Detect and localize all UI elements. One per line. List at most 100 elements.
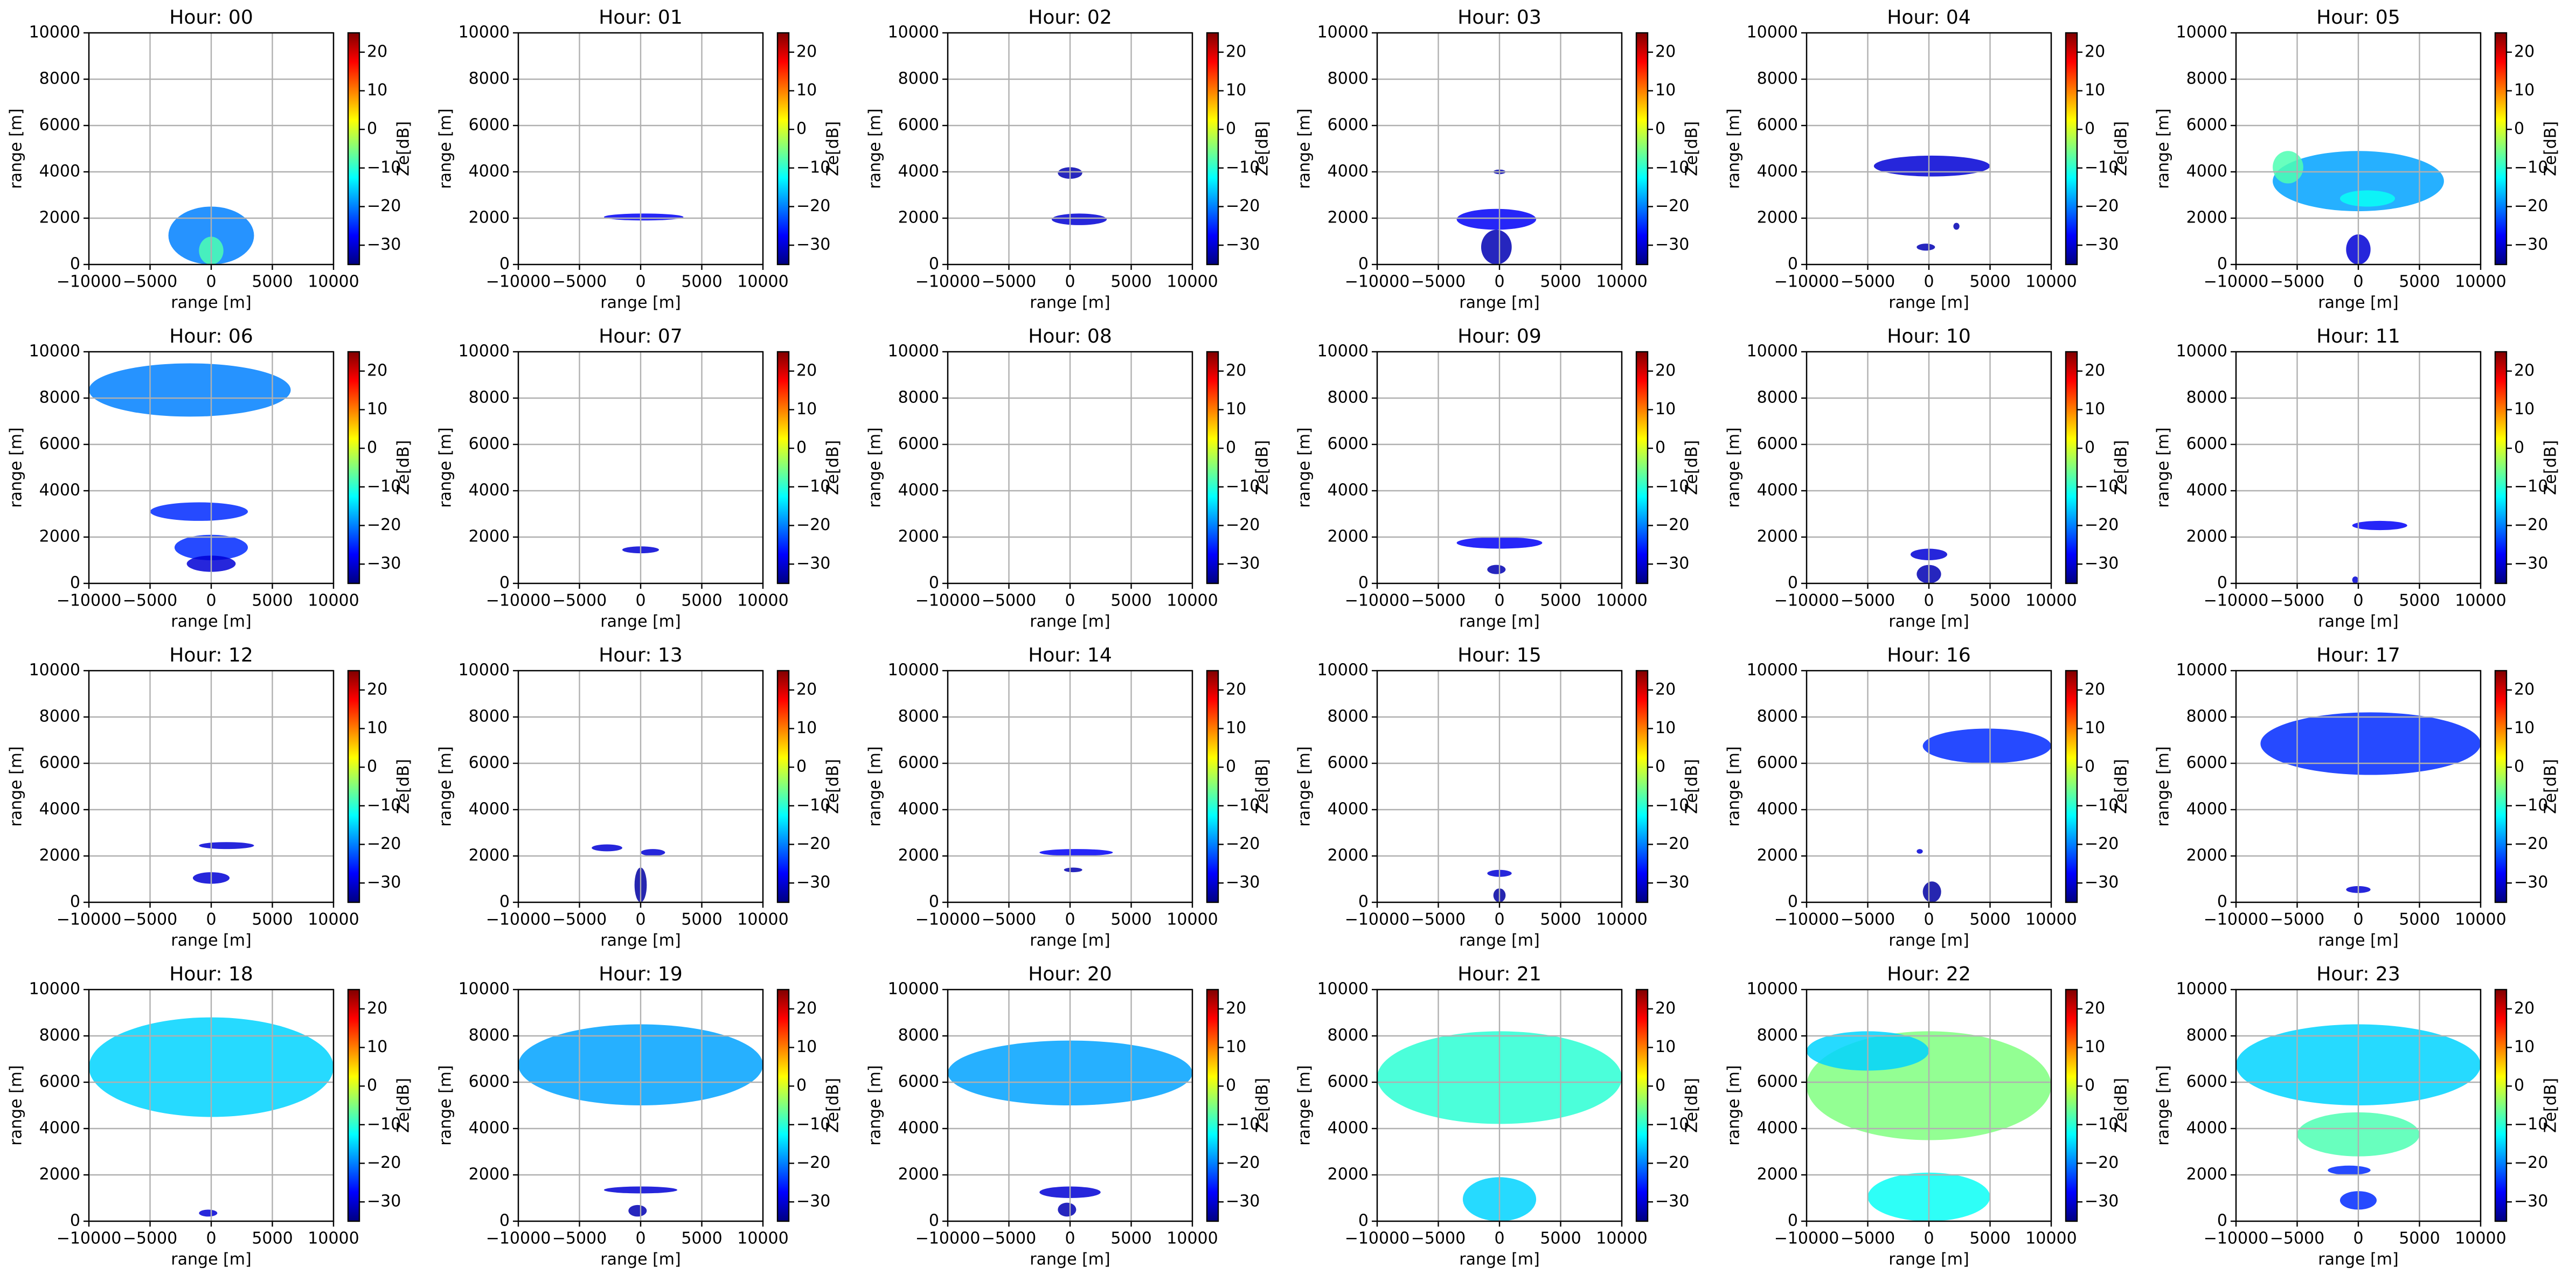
y-tick-label: 6000 bbox=[2186, 1073, 2227, 1091]
echo bbox=[2328, 1165, 2371, 1175]
echo bbox=[641, 849, 665, 857]
colorbar bbox=[2065, 988, 2078, 1222]
x-tick-label: −5000 bbox=[982, 591, 1036, 610]
y-tick-label: 10000 bbox=[459, 661, 510, 680]
y-tick-label: 2000 bbox=[2186, 846, 2227, 865]
colorbar-tick-label: 20 bbox=[367, 999, 387, 1018]
axes-frame bbox=[2235, 32, 2482, 266]
y-tick-label: 2000 bbox=[2186, 1165, 2227, 1184]
y-tick-label: 0 bbox=[929, 255, 939, 274]
colorbar-label: Ze[dB] bbox=[1253, 121, 1272, 176]
subplot-title: Hour: 12 bbox=[169, 644, 253, 666]
x-tick-label: −10000 bbox=[1345, 1229, 1410, 1248]
y-tick-label: 6000 bbox=[1328, 1073, 1369, 1091]
x-tick-label: −10000 bbox=[915, 591, 981, 610]
x-axis-label: range [m] bbox=[2318, 1250, 2398, 1269]
colorbar bbox=[2494, 988, 2508, 1222]
subplot-title: Hour: 05 bbox=[2316, 6, 2400, 29]
axes-frame bbox=[947, 32, 1193, 266]
x-tick-label: −5000 bbox=[123, 1229, 177, 1248]
x-tick-label: −5000 bbox=[552, 910, 607, 929]
y-axis-label: range [m] bbox=[7, 108, 26, 189]
y-tick-label: 4000 bbox=[1757, 162, 1798, 181]
y-tick-label: 10000 bbox=[1747, 23, 1798, 42]
y-tick-label: 8000 bbox=[2186, 1026, 2227, 1045]
colorbar-tick-label: −10 bbox=[2514, 477, 2548, 496]
x-tick-label: 0 bbox=[2353, 273, 2363, 291]
y-tick-label: 8000 bbox=[898, 388, 939, 407]
x-tick-label: −5000 bbox=[123, 910, 177, 929]
x-tick-label: −10000 bbox=[1774, 910, 1839, 929]
y-tick-label: 6000 bbox=[1328, 754, 1369, 772]
colorbar-tick-label: −10 bbox=[796, 477, 830, 496]
subplot: −10000 −5000 0 5000 10000 0 2000 4000 6000 8000 10… bbox=[1295, 325, 1702, 631]
y-tick-label: 10000 bbox=[29, 980, 80, 999]
y-tick-label: 10000 bbox=[29, 342, 80, 361]
colorbar-tick-label: −10 bbox=[2085, 158, 2119, 177]
subplot: −10000 −5000 0 5000 10000 0 2000 4000 6000 8000 10… bbox=[866, 6, 1272, 312]
x-tick-label: −5000 bbox=[982, 910, 1036, 929]
x-tick-label: −10000 bbox=[915, 273, 981, 291]
colorbar-tick-label: 0 bbox=[2514, 120, 2524, 138]
y-tick-label: 0 bbox=[499, 1212, 510, 1230]
subplot-title: Hour: 02 bbox=[1028, 6, 1112, 29]
colorbar-tick-label: 10 bbox=[1226, 1038, 1246, 1056]
x-axis-label: range [m] bbox=[1030, 1250, 1110, 1269]
y-tick-label: 10000 bbox=[459, 23, 510, 42]
y-tick-label: 6000 bbox=[898, 754, 939, 772]
colorbar-tick-label: −10 bbox=[2514, 158, 2548, 177]
y-tick-label: 4000 bbox=[898, 1119, 939, 1138]
colorbar-label: Ze[dB] bbox=[2542, 440, 2560, 495]
y-tick-label: 2000 bbox=[469, 208, 510, 227]
colorbar-tick-label: 10 bbox=[796, 81, 817, 100]
colorbar-tick-label: −20 bbox=[796, 197, 830, 215]
y-tick-label: 10000 bbox=[1747, 342, 1798, 361]
x-tick-label: −10000 bbox=[486, 910, 551, 929]
subplot: −10000 −5000 0 5000 10000 0 2000 4000 6000 8000 10… bbox=[1295, 963, 1702, 1269]
subplot-title: Hour: 01 bbox=[599, 6, 682, 29]
colorbar-tick-label: −30 bbox=[1655, 554, 1689, 573]
colorbar-tick-label: −10 bbox=[367, 158, 401, 177]
y-axis-label: range [m] bbox=[436, 427, 455, 507]
x-tick-label: −5000 bbox=[1841, 591, 1895, 610]
y-tick-label: 10000 bbox=[29, 23, 80, 42]
colorbar bbox=[1206, 32, 1219, 266]
x-tick-label: 0 bbox=[635, 591, 645, 610]
subplot-title: Hour: 06 bbox=[169, 325, 253, 347]
axes-frame bbox=[1376, 670, 1623, 903]
y-tick-label: 0 bbox=[70, 1212, 80, 1230]
colorbar-tick-label: −30 bbox=[2085, 235, 2119, 254]
x-tick-label: 0 bbox=[1065, 591, 1075, 610]
x-axis-label: range [m] bbox=[1888, 931, 1969, 950]
x-tick-label: 10000 bbox=[1167, 591, 1218, 610]
subplot: −10000 −5000 0 5000 10000 0 2000 4000 6000 8000 10… bbox=[7, 963, 413, 1269]
axes-frame bbox=[947, 670, 1193, 903]
y-tick-label: 10000 bbox=[1317, 23, 1369, 42]
x-tick-label: 0 bbox=[1924, 1229, 1934, 1248]
echoes bbox=[603, 213, 684, 221]
colorbar-tick-label: −30 bbox=[2514, 873, 2548, 892]
colorbar-tick-label: 20 bbox=[2514, 999, 2535, 1018]
colorbar-tick-label: −30 bbox=[1655, 1192, 1689, 1211]
y-tick-label: 4000 bbox=[39, 481, 80, 500]
x-tick-label: 5000 bbox=[1110, 1229, 1151, 1248]
colorbar-tick-label: −30 bbox=[367, 235, 401, 254]
y-tick-label: 2000 bbox=[39, 527, 80, 546]
colorbar-label: Ze[dB] bbox=[2542, 121, 2560, 176]
y-tick-label: 6000 bbox=[898, 116, 939, 135]
colorbar bbox=[1635, 351, 1649, 584]
y-tick-label: 8000 bbox=[469, 1026, 510, 1045]
x-axis-label: range [m] bbox=[171, 931, 251, 950]
y-tick-label: 6000 bbox=[39, 435, 80, 454]
subplot: −10000 −5000 0 5000 10000 0 2000 4000 6000 8000 10… bbox=[1295, 644, 1702, 950]
y-tick-label: 0 bbox=[70, 893, 80, 911]
colorbar-tick-label: −20 bbox=[1655, 516, 1689, 534]
colorbar-tick-label: −20 bbox=[2085, 1153, 2119, 1172]
colorbar-tick-label: −30 bbox=[1226, 873, 1260, 892]
colorbar bbox=[2065, 32, 2078, 266]
y-axis-label: range [m] bbox=[1295, 427, 1314, 507]
x-tick-label: −10000 bbox=[915, 1229, 981, 1248]
colorbar bbox=[776, 32, 790, 266]
colorbar-tick-label: 10 bbox=[796, 400, 817, 419]
echo bbox=[150, 502, 248, 521]
